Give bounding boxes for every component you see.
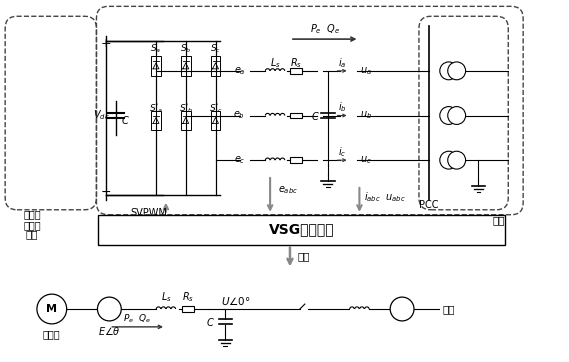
Text: $S'_c$: $S'_c$ [209,102,222,115]
Circle shape [440,106,457,125]
Text: 原动机: 原动机 [43,329,61,339]
Text: $e_b$: $e_b$ [233,110,245,121]
Text: M: M [46,304,57,314]
Text: $e_c$: $e_c$ [234,154,245,166]
Text: $u_b$: $u_b$ [360,110,373,121]
Text: $S_c$: $S_c$ [210,43,221,55]
Text: $S'_a$: $S'_a$ [149,102,163,115]
Text: $S_a$: $S_a$ [150,43,162,55]
Bar [182,306,193,312]
Text: 电网: 电网 [492,215,505,225]
Bar [211,110,221,130]
Bar [98,215,505,244]
Text: $e_{abc}$: $e_{abc}$ [278,184,298,196]
Text: PCC: PCC [419,200,439,210]
Text: $i_a$: $i_a$ [339,56,347,70]
Text: $E\angle\theta$: $E\angle\theta$ [98,325,121,337]
Text: VSG控制算法: VSG控制算法 [269,223,335,237]
Bar [290,157,302,163]
Circle shape [448,151,465,169]
Bar [211,56,221,76]
Text: $C$: $C$ [311,110,320,122]
Circle shape [97,297,121,321]
Text: $i_b$: $i_b$ [338,101,347,114]
Text: −: − [101,186,112,199]
Text: $U\angle0°$: $U\angle0°$ [221,295,250,307]
Bar [181,56,191,76]
Circle shape [448,106,465,125]
Text: 电网: 电网 [443,304,455,314]
Text: $V_{dc}$: $V_{dc}$ [93,109,109,122]
Text: $u_c$: $u_c$ [360,154,372,166]
Text: $R_s$: $R_s$ [182,290,194,304]
Bar [290,113,302,118]
Text: +: + [101,37,112,50]
Circle shape [448,62,465,80]
Text: $e_a$: $e_a$ [234,65,245,77]
Text: SVPWM: SVPWM [131,208,167,218]
Text: $C$: $C$ [206,316,215,328]
Circle shape [390,297,414,321]
Text: $i_{abc}$  $u_{abc}$: $i_{abc}$ $u_{abc}$ [364,190,406,204]
Text: 可再生
能源侧: 可再生 能源侧 [23,209,41,231]
Bar [181,110,191,130]
Text: 源端: 源端 [26,230,38,240]
Text: $S'_b$: $S'_b$ [179,102,193,115]
Bar [290,68,302,74]
Text: $L_s$: $L_s$ [160,290,171,304]
Text: $L_s$: $L_s$ [270,56,281,70]
Text: $R_s$: $R_s$ [290,56,302,70]
Text: $C$: $C$ [121,114,130,126]
Text: $u_a$: $u_a$ [360,65,372,77]
Circle shape [440,151,457,169]
Bar [151,56,161,76]
Circle shape [37,294,67,324]
Text: $P_e$  $Q_e$: $P_e$ $Q_e$ [310,22,340,36]
Text: $i_c$: $i_c$ [339,145,347,159]
Bar [151,110,161,130]
Circle shape [440,62,457,80]
Text: $P_e$  $Q_e$: $P_e$ $Q_e$ [123,313,151,325]
Text: 等效: 等效 [298,252,311,261]
Text: $S_b$: $S_b$ [180,43,192,55]
